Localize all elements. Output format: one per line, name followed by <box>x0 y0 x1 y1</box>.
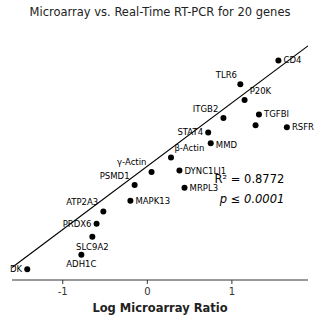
point-labels: DK ADH1C SLC9A2 PRDX6 ATP2A3 MAPK13 PSMD1 γ-Act… <box>10 55 314 274</box>
point <box>89 234 95 240</box>
background <box>0 0 320 320</box>
x-tick-label: 0 <box>144 286 150 297</box>
point-label: TLR6 <box>215 70 237 80</box>
point-label: PRDX6 <box>63 219 92 229</box>
point-label: STAT4 <box>177 127 203 137</box>
point-label: MAPK13 <box>135 196 170 206</box>
annotation: p ≤ 0.0001 <box>219 192 285 206</box>
points <box>24 57 290 272</box>
point <box>242 97 248 103</box>
point <box>182 185 188 191</box>
point <box>237 81 243 87</box>
x-tick <box>231 280 232 284</box>
point-label: TGFBI <box>263 109 289 119</box>
point <box>284 124 290 130</box>
point <box>256 111 262 117</box>
point-label: MMD <box>216 140 238 150</box>
plot-area <box>12 46 308 268</box>
point <box>94 221 100 227</box>
point <box>205 129 211 135</box>
point-label: ATP2A3 <box>66 197 98 207</box>
annotation: R² = 0.8772 <box>215 172 285 186</box>
point-label: SLC9A2 <box>76 242 109 252</box>
point-label: ITGB2 <box>193 104 219 114</box>
point-label: RSFR <box>292 122 314 132</box>
x-tick <box>147 280 148 284</box>
point <box>275 57 281 63</box>
x-axis-line <box>12 280 308 281</box>
point <box>24 266 30 272</box>
point <box>176 168 182 174</box>
point <box>127 198 133 204</box>
x-tick <box>62 280 63 284</box>
point-label: CD4 <box>283 55 301 65</box>
x-tick-label: 1 <box>229 286 235 297</box>
point <box>253 122 259 128</box>
point-label: P20K <box>250 86 272 96</box>
point <box>100 209 106 215</box>
point-label: γ-Actin <box>117 157 147 167</box>
point <box>220 115 226 121</box>
x-axis-label: Log Microarray Ratio <box>92 301 227 315</box>
point <box>168 155 174 161</box>
point-label: ADH1C <box>66 259 96 269</box>
point <box>208 140 214 146</box>
point <box>149 169 155 175</box>
point-label: β-Actin <box>174 143 204 153</box>
point <box>132 182 138 188</box>
point <box>78 252 84 258</box>
point-label: PSMD1 <box>100 171 130 181</box>
title: Microarray vs. Real-Time RT-PCR for 20 g… <box>30 5 291 19</box>
point-label: DK <box>10 264 23 274</box>
x-tick-label: -1 <box>58 286 68 297</box>
regression-line <box>12 46 308 268</box>
